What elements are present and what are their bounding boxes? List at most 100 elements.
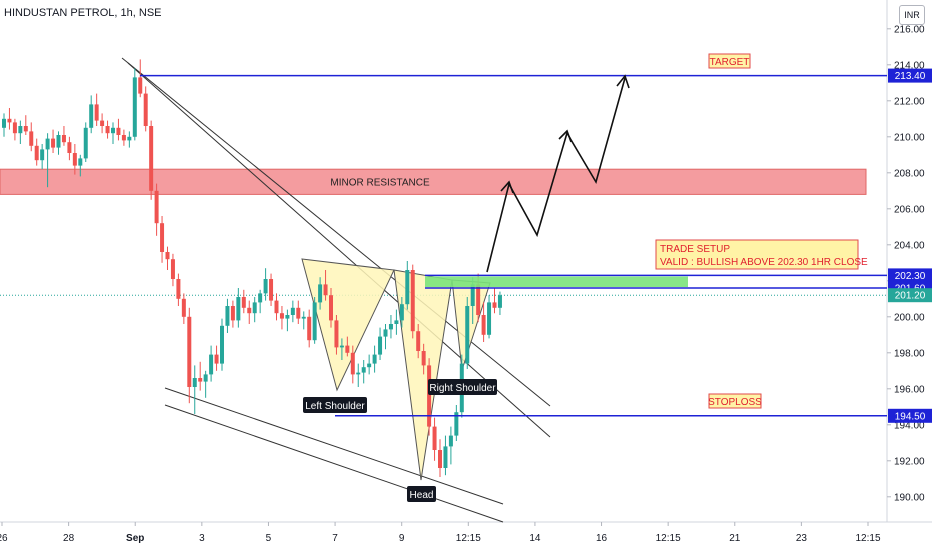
left-shoulder-annotation[interactable]: Left Shoulder: [303, 397, 367, 413]
candle-body: [394, 320, 399, 324]
y-tick-label: 194.00: [894, 420, 925, 431]
candle-body: [149, 126, 154, 191]
candle-body: [274, 300, 279, 314]
descending-trendline-lower-1[interactable]: [164, 387, 504, 505]
x-tick-label: 5: [266, 533, 272, 544]
candle-body: [127, 136, 132, 141]
candle-body: [111, 127, 115, 134]
candle-body: [438, 450, 442, 468]
candle-body: [236, 297, 241, 321]
minor-resistance-zone[interactable]: MINOR RESISTANCE: [0, 168, 867, 195]
candle-body: [323, 284, 328, 296]
candle-body: [470, 284, 475, 306]
candle-body: [154, 190, 159, 224]
candle-body: [89, 104, 94, 128]
candle-body: [138, 77, 143, 94]
candle-body: [427, 365, 432, 427]
candle-body: [492, 302, 497, 308]
descending-trendline-upper-2[interactable]: [127, 62, 551, 438]
candle-body: [160, 223, 165, 252]
x-tick-label: 9: [399, 533, 405, 544]
candle-body: [279, 313, 284, 319]
x-tick-label: 14: [529, 533, 541, 544]
candle-body: [121, 135, 126, 141]
candle-body: [23, 126, 28, 132]
candle-body: [29, 131, 34, 146]
candle-body: [388, 324, 393, 330]
candle-body: [12, 122, 17, 134]
candle-body: [345, 345, 350, 353]
x-tick-label: 12:15: [855, 533, 880, 544]
candle-body: [405, 270, 410, 305]
price-label-tag: [888, 268, 932, 283]
candle-body: [454, 412, 459, 436]
candle-body: [290, 307, 295, 315]
head-triangle[interactable]: [393, 269, 453, 481]
minor-resistance-label: MINOR RESISTANCE: [330, 177, 430, 188]
entry-zone[interactable]: [425, 276, 688, 287]
head-annotation[interactable]: Head: [407, 486, 436, 502]
candle-body: [94, 104, 99, 121]
trade-setup-annotation[interactable]: TRADE SETUP VALID : BULLISH ABOVE 202.30…: [655, 239, 868, 270]
candle-body: [83, 127, 88, 159]
stoploss-label: STOPLOSS: [708, 397, 762, 408]
stoploss-annotation[interactable]: STOPLOSS: [708, 393, 762, 409]
y-tick-label: 198.00: [894, 348, 925, 359]
candle-body: [170, 259, 175, 279]
target-annotation[interactable]: TARGET: [708, 53, 751, 69]
candle-body: [187, 316, 192, 387]
x-tick-label: 26: [0, 533, 8, 544]
candle-body: [443, 446, 448, 468]
y-tick-label: 208.00: [894, 168, 925, 179]
candle-body: [116, 127, 121, 135]
y-tick-label: 216.00: [894, 24, 925, 35]
candle-body: [203, 374, 208, 382]
candle-body: [214, 354, 219, 364]
candle-body: [356, 372, 361, 375]
candle-body: [448, 435, 453, 447]
candle-body: [225, 306, 230, 326]
candle-body: [51, 138, 56, 148]
currency-badge[interactable]: INR: [899, 5, 925, 25]
candle-body: [476, 284, 481, 315]
price-label-tag: [888, 408, 932, 423]
candle-body: [410, 270, 415, 332]
left-shoulder-label: Left Shoulder: [305, 401, 365, 412]
trade-setup-condition: VALID : BULLISH ABOVE 202.30 1HR CLOSE: [660, 257, 868, 268]
y-tick-label: 196.00: [894, 384, 925, 395]
trendlines[interactable]: [121, 57, 551, 523]
candle-body: [301, 316, 306, 319]
x-tick-label: 23: [796, 533, 808, 544]
candle-body: [18, 126, 23, 134]
target-label: TARGET: [710, 57, 750, 68]
candle-body: [45, 138, 50, 150]
candle-body: [241, 297, 246, 308]
candlestick-series: [2, 59, 502, 477]
candle-body: [421, 351, 426, 366]
candle-body: [383, 329, 388, 337]
descending-trendline-lower-2[interactable]: [164, 404, 504, 523]
candle-body: [67, 142, 72, 153]
price-label-tag: [888, 288, 932, 303]
price-label-value: 194.50: [895, 411, 926, 422]
candle-body: [312, 302, 317, 341]
projected-path[interactable]: [486, 74, 630, 273]
right-shoulder-annotation[interactable]: Right Shoulder: [428, 379, 497, 395]
candle-body: [176, 279, 181, 299]
descending-trendline-upper-1[interactable]: [121, 57, 551, 407]
candle-body: [263, 279, 268, 294]
candle-body: [143, 93, 148, 126]
candle-body: [132, 77, 137, 137]
price-axis-ticks: 190.00 192.00 194.00 196.00 198.00 200.00 202.…: [887, 24, 925, 503]
candle-body: [372, 354, 377, 364]
candle-body: [78, 158, 83, 166]
projected-zigzag-arrow[interactable]: [486, 77, 626, 273]
candle-body: [481, 315, 486, 335]
candle-body: [192, 378, 197, 387]
candle-body: [198, 378, 203, 382]
candle-body: [230, 306, 235, 321]
candle-body: [296, 307, 301, 319]
time-axis-ticks: 26 28 Sep 3 5 7 9 12:15 14 16 12:15 21 23 12:15: [0, 522, 881, 544]
horizontal-levels[interactable]: [140, 74, 887, 417]
